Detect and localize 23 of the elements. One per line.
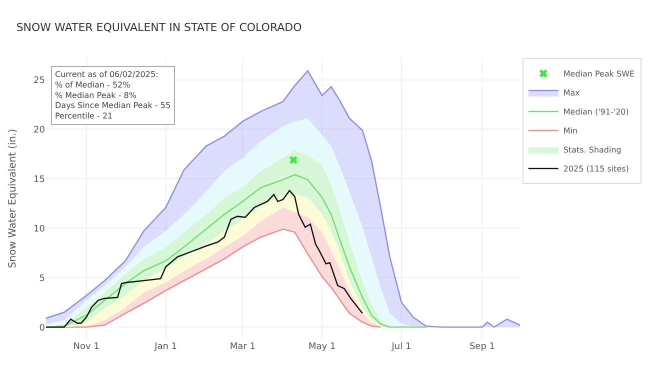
x-tick-label: Nov 1	[73, 342, 100, 352]
chart-title: SNOW WATER EQUIVALENT IN STATE OF COLORADO	[16, 21, 302, 34]
x-tick-label: Jan 1	[154, 342, 178, 352]
legend-label: Min	[563, 126, 578, 136]
y-tick-label: 5	[39, 274, 45, 284]
line-series	[46, 70, 520, 328]
y-tick-label: 25	[34, 76, 45, 86]
annotation: Current as of 06/02/2025: % of Median - 52% % Median Peak - 8% Days Since Median Peak - 55 Percentile - 21	[55, 70, 171, 121]
x-tick-label: May 1	[308, 342, 336, 352]
legend-label: Max	[563, 88, 580, 98]
line-series	[46, 190, 364, 328]
legend-label: Median ('91-'20)	[563, 108, 629, 117]
x-tick-label: Mar 1	[230, 342, 256, 352]
legend-label: Median Peak SWE	[563, 70, 635, 79]
legend-label: Stats. Shading	[563, 146, 622, 155]
y-tick-label: 15	[34, 174, 45, 185]
y-tick-label: 0	[39, 323, 46, 334]
legend-label: 2025 (115 sites)	[563, 164, 629, 174]
x-tick-label: Jul 1	[390, 342, 412, 352]
x-tick-label: Sep 1	[469, 342, 496, 352]
y-tick-label: 10	[34, 224, 46, 234]
y-axis-title: Snow Water Equivalent (in.)	[8, 128, 19, 268]
y-tick-label: 20	[34, 125, 46, 136]
